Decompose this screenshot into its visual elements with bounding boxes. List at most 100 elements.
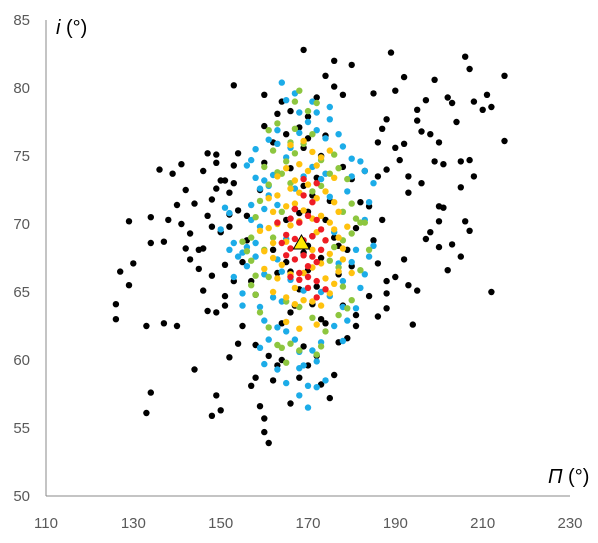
data-point bbox=[243, 162, 251, 169]
data-point bbox=[226, 189, 233, 196]
data-point bbox=[339, 337, 347, 345]
data-point bbox=[283, 294, 290, 301]
data-point bbox=[296, 87, 303, 94]
data-point bbox=[326, 116, 333, 123]
data-point bbox=[200, 287, 207, 294]
data-point bbox=[383, 290, 390, 297]
data-point bbox=[283, 252, 290, 259]
data-point bbox=[440, 204, 447, 211]
data-point bbox=[488, 103, 495, 111]
x-tick-label: 130 bbox=[121, 515, 146, 532]
data-point bbox=[291, 177, 299, 184]
data-point bbox=[317, 254, 325, 262]
data-point bbox=[422, 97, 430, 104]
data-point bbox=[291, 125, 299, 132]
data-point bbox=[156, 166, 163, 173]
data-point bbox=[352, 311, 360, 319]
data-point bbox=[365, 246, 373, 253]
data-point bbox=[326, 250, 333, 258]
data-point bbox=[331, 199, 338, 206]
data-point bbox=[278, 261, 285, 268]
data-point bbox=[252, 146, 259, 153]
data-point bbox=[322, 286, 329, 293]
data-point bbox=[243, 263, 251, 270]
data-point bbox=[331, 322, 338, 330]
data-point bbox=[374, 139, 382, 146]
data-point bbox=[331, 151, 338, 158]
data-point bbox=[252, 374, 259, 381]
data-point bbox=[344, 305, 351, 312]
data-point bbox=[204, 212, 211, 219]
data-point bbox=[466, 227, 473, 234]
data-point bbox=[173, 322, 181, 330]
data-point bbox=[221, 204, 229, 211]
data-point bbox=[248, 382, 255, 389]
x-axis-unit: (°) bbox=[563, 466, 590, 488]
data-point bbox=[265, 352, 272, 360]
data-point bbox=[143, 322, 150, 330]
data-point bbox=[287, 273, 294, 281]
data-point bbox=[239, 238, 246, 245]
data-point bbox=[383, 116, 390, 123]
data-point bbox=[296, 365, 303, 372]
data-point bbox=[317, 343, 325, 350]
data-point bbox=[335, 165, 342, 172]
data-point bbox=[165, 216, 172, 224]
data-point bbox=[313, 384, 320, 391]
data-point bbox=[208, 223, 216, 230]
data-point bbox=[409, 321, 416, 328]
data-point bbox=[326, 219, 333, 226]
data-point bbox=[339, 245, 347, 252]
data-point bbox=[213, 151, 220, 158]
data-point bbox=[457, 158, 464, 165]
data-point bbox=[304, 107, 312, 115]
data-point bbox=[348, 61, 355, 69]
data-point bbox=[256, 303, 264, 311]
data-point bbox=[112, 301, 120, 308]
data-point bbox=[357, 219, 364, 226]
data-point bbox=[261, 122, 268, 130]
data-point bbox=[283, 231, 290, 239]
data-point bbox=[265, 127, 272, 134]
x-axis-title: Π (°) bbox=[548, 466, 589, 488]
data-point bbox=[213, 392, 220, 399]
data-point bbox=[304, 167, 312, 175]
data-point bbox=[278, 298, 285, 305]
data-point bbox=[296, 392, 303, 399]
data-point bbox=[414, 106, 421, 114]
data-point bbox=[304, 118, 312, 126]
data-point bbox=[296, 269, 303, 277]
data-point bbox=[470, 98, 478, 105]
data-point bbox=[274, 324, 281, 331]
data-point bbox=[191, 366, 198, 373]
data-point bbox=[261, 317, 268, 324]
data-point bbox=[357, 267, 364, 274]
data-point bbox=[304, 263, 312, 270]
data-point bbox=[208, 196, 216, 203]
data-point bbox=[287, 309, 294, 316]
data-point bbox=[252, 253, 259, 260]
data-point bbox=[309, 233, 316, 240]
data-point bbox=[392, 144, 399, 151]
data-point bbox=[313, 195, 320, 202]
data-point bbox=[147, 239, 154, 247]
data-point bbox=[230, 162, 237, 169]
data-point bbox=[339, 143, 347, 150]
data-point bbox=[339, 277, 347, 285]
data-point bbox=[322, 135, 329, 142]
data-point bbox=[479, 106, 486, 114]
data-point bbox=[304, 212, 312, 219]
data-point bbox=[488, 288, 495, 296]
data-point bbox=[274, 275, 281, 282]
data-point bbox=[125, 218, 133, 225]
data-point bbox=[352, 305, 360, 312]
data-point bbox=[304, 181, 312, 188]
data-point bbox=[269, 234, 277, 241]
data-point bbox=[278, 239, 285, 247]
data-point bbox=[274, 127, 281, 134]
data-point bbox=[322, 377, 329, 384]
data-point bbox=[265, 336, 272, 343]
data-point bbox=[230, 82, 237, 89]
axes bbox=[45, 20, 570, 497]
data-point bbox=[186, 256, 194, 263]
